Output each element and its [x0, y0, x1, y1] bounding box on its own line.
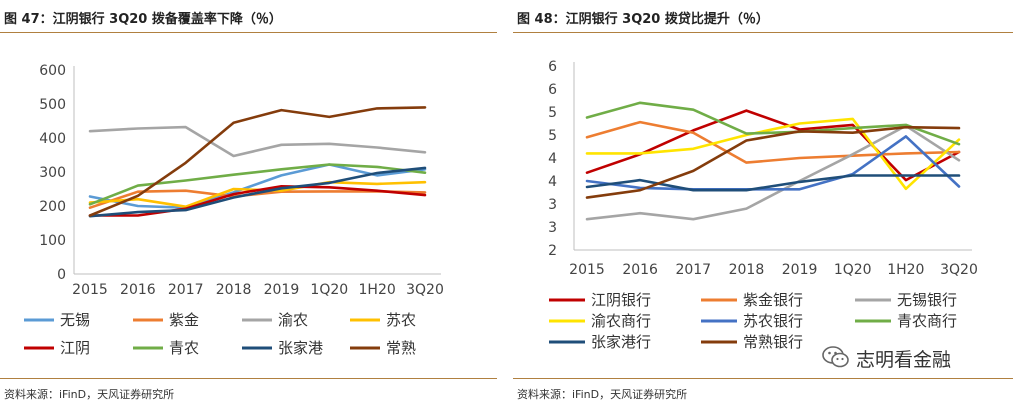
x-tick-label: 3Q20	[940, 262, 978, 278]
x-tick-label: 2016	[622, 262, 658, 278]
x-tick-label: 2015	[569, 262, 605, 278]
coverage-ratio-chart: 0 100 200 300 400 500 600 2015 2016 2017 2018 2019 1…	[24, 63, 444, 357]
legend-label: 常熟	[386, 339, 416, 357]
x-tick-label: 1H20	[359, 282, 396, 298]
series-line-5	[88, 185, 427, 217]
left-chart-panel: 图 47：江阴银行 3Q20 拨备覆盖率下降（％） 0 100 200 300 400 5…	[0, 0, 497, 406]
legend-label: 江阴	[60, 339, 90, 357]
legend-label: 张家港行	[591, 333, 651, 351]
x-tick-label: 2018	[729, 262, 765, 278]
left-bottom-rule	[0, 378, 497, 379]
legend-label: 江阴银行	[591, 291, 651, 309]
y-tick-label: 5	[548, 105, 557, 121]
loan-provision-ratio-chart: 2 3 3 4 4 5 5 6 6 2015 2016 2017 2018 2019 1Q20 1H20 3Q2…	[548, 59, 978, 351]
series-line-7	[88, 166, 427, 218]
x-tick-label: 2016	[120, 282, 156, 298]
y-tick-label: 5	[548, 128, 557, 144]
y-tick-label: 200	[39, 199, 66, 215]
series-line-4	[585, 117, 961, 191]
legend-label: 苏农	[386, 311, 416, 329]
x-tick-label: 3Q20	[406, 282, 444, 298]
watermark: 志明看金融	[822, 343, 1002, 373]
legend-label: 无锡银行	[897, 291, 957, 309]
y-tick-label: 6	[548, 82, 557, 98]
y-tick-label: 600	[39, 63, 66, 79]
series-line-2	[585, 120, 961, 164]
legend-label: 渝农	[278, 311, 308, 329]
x-tick-label: 2019	[264, 282, 300, 298]
right-chart-panel: 图 48：江阴银行 3Q20 拨贷比提升（％） 2 3 3 4 4 5 5 6 6 2015 201…	[513, 0, 1013, 406]
y-tick-label: 400	[39, 131, 66, 147]
legend-label: 苏农银行	[743, 312, 803, 330]
legend-label: 常熟银行	[743, 333, 803, 351]
series-line-8	[88, 106, 427, 217]
y-tick-label: 300	[39, 165, 66, 181]
y-tick-label: 2	[548, 243, 557, 259]
x-tick-label: 2017	[675, 262, 711, 278]
legend-label: 紫金银行	[743, 291, 803, 309]
y-tick-label: 3	[548, 220, 557, 236]
series-line-1	[585, 109, 961, 182]
left-chart-title: 图 47：江阴银行 3Q20 拨备覆盖率下降（％）	[4, 12, 282, 27]
watermark-text: 志明看金融	[856, 349, 952, 371]
right-top-rule	[513, 32, 1013, 33]
legend-label: 紫金	[169, 311, 199, 329]
series-line-8	[585, 125, 961, 199]
y-tick-label: 4	[548, 151, 557, 167]
series-line-6	[585, 101, 961, 146]
left-top-rule	[0, 32, 497, 33]
legend-label: 无锡	[60, 311, 90, 329]
series-line-3	[585, 124, 961, 221]
x-tick-label: 1Q20	[834, 262, 872, 278]
series-line-3	[88, 125, 427, 158]
legend-label: 青农商行	[897, 312, 957, 330]
y-tick-label: 3	[548, 197, 557, 213]
y-tick-label: 0	[57, 267, 66, 283]
x-tick-label: 1Q20	[310, 282, 348, 298]
right-chart-title: 图 48：江阴银行 3Q20 拨贷比提升（％）	[517, 12, 769, 27]
series-line-7	[585, 174, 961, 192]
x-tick-label: 2017	[168, 282, 204, 298]
x-tick-label: 2018	[216, 282, 252, 298]
y-tick-label: 500	[39, 97, 66, 113]
right-chart-source: 资料来源：iFinD，天风证券研究所	[517, 388, 688, 401]
y-tick-label: 100	[39, 233, 66, 249]
x-tick-label: 2019	[782, 262, 818, 278]
y-tick-label: 4	[548, 174, 557, 190]
wechat-icon	[822, 346, 849, 368]
legend-label: 张家港	[278, 339, 323, 357]
x-tick-label: 1H20	[887, 262, 924, 278]
legend-label: 渝农商行	[591, 312, 651, 330]
left-chart-source: 资料来源：iFinD，天风证券研究所	[4, 388, 175, 401]
x-tick-label: 2015	[72, 282, 108, 298]
right-bottom-rule	[513, 378, 1013, 379]
y-tick-label: 6	[548, 59, 557, 75]
series-line-6	[88, 163, 427, 206]
legend-label: 青农	[169, 339, 199, 357]
